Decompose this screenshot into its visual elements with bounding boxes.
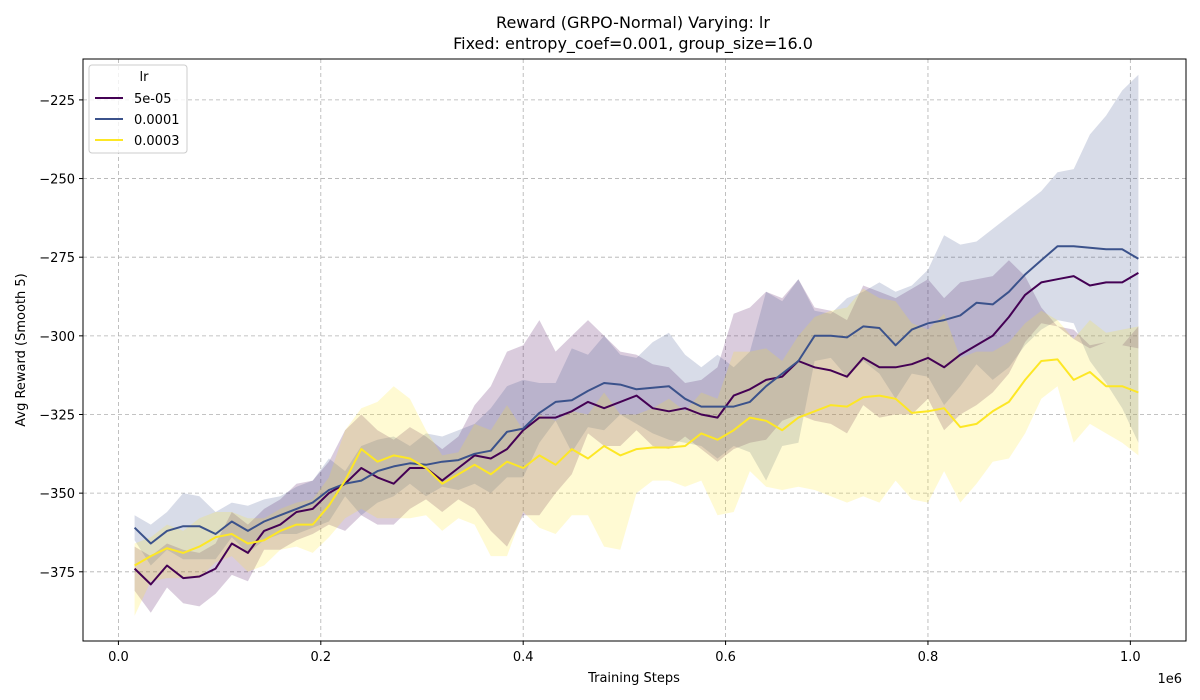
x-axis-ticks: 0.0 0.2 0.4 0.6 0.8 1.0: [108, 641, 1141, 665]
x-tick-label: 0.8: [918, 650, 939, 665]
chart-subtitle: Fixed: entropy_coef=0.001, group_size=16…: [453, 34, 813, 54]
y-tick-label: −325: [39, 408, 75, 423]
y-tick-label: −375: [39, 566, 75, 581]
x-tick-label: 0.0: [108, 650, 129, 665]
legend-label-5e-05: 5e-05: [134, 92, 172, 107]
confidence-bands: [134, 74, 1139, 616]
confidence-band-0-0001: [134, 74, 1139, 566]
x-axis-offset-label: 1e6: [1157, 672, 1182, 687]
series-lines: [133, 245, 1139, 586]
legend-label-0.0001: 0.0001: [134, 113, 180, 128]
legend: lr 5e-05 0.0001 0.0003: [88, 64, 188, 154]
x-tick-label: 1.0: [1120, 650, 1141, 665]
y-axis-ticks: −375 −350 −325 −300 −275 −250 −225: [39, 94, 83, 581]
y-axis-label: Avg Reward (Smooth 5): [14, 273, 29, 426]
y-tick-label: −250: [39, 173, 75, 188]
series-line-0-0003: [134, 358, 1139, 567]
plot-frame: [82, 58, 1187, 642]
confidence-band-5e-05: [134, 260, 1139, 613]
x-tick-label: 0.6: [715, 650, 736, 665]
chart-title: Reward (GRPO-Normal) Varying: lr: [496, 13, 770, 32]
grid-lines: [83, 59, 1186, 641]
legend-label-0.0003: 0.0003: [134, 134, 180, 149]
x-tick-label: 0.2: [310, 650, 331, 665]
series-line-5e-05: [133, 272, 1139, 586]
series-line-0-0001: [133, 245, 1139, 545]
confidence-band-0-0003: [134, 288, 1139, 616]
x-axis-label: Training Steps: [587, 671, 680, 686]
y-tick-label: −225: [39, 94, 75, 109]
y-tick-label: −275: [39, 251, 75, 266]
y-tick-label: −300: [39, 330, 75, 345]
legend-box: [88, 64, 188, 154]
x-tick-label: 0.4: [513, 650, 534, 665]
legend-title: lr: [140, 70, 150, 85]
y-tick-label: −350: [39, 487, 75, 502]
